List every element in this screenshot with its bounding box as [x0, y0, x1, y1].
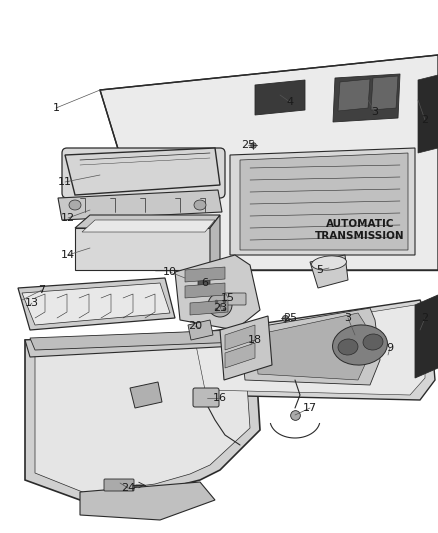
Text: 4: 4 [286, 97, 293, 107]
Polygon shape [75, 215, 220, 228]
Polygon shape [25, 330, 260, 500]
Polygon shape [35, 335, 250, 493]
Polygon shape [333, 74, 400, 122]
Polygon shape [310, 255, 348, 288]
Polygon shape [220, 316, 272, 380]
FancyBboxPatch shape [104, 479, 134, 491]
Polygon shape [198, 276, 210, 292]
Polygon shape [230, 148, 415, 255]
Text: 5: 5 [317, 265, 324, 275]
Text: 1: 1 [53, 103, 60, 113]
Polygon shape [190, 300, 228, 315]
Circle shape [208, 293, 232, 317]
Polygon shape [371, 76, 398, 110]
Text: 2: 2 [421, 115, 428, 125]
Text: 6: 6 [201, 278, 208, 288]
Text: 10: 10 [163, 267, 177, 277]
Text: 2: 2 [421, 313, 428, 323]
Text: 17: 17 [303, 403, 317, 413]
Ellipse shape [194, 200, 206, 210]
Text: 18: 18 [248, 335, 262, 345]
Text: 25: 25 [283, 313, 297, 323]
Polygon shape [255, 313, 368, 380]
Polygon shape [255, 80, 305, 115]
Polygon shape [58, 190, 222, 220]
Polygon shape [25, 330, 255, 357]
Polygon shape [75, 228, 210, 270]
Polygon shape [240, 308, 380, 385]
Polygon shape [225, 343, 255, 368]
Text: 13: 13 [25, 298, 39, 308]
Text: 3: 3 [345, 313, 352, 323]
Polygon shape [338, 79, 370, 111]
Polygon shape [418, 75, 438, 153]
Text: 16: 16 [213, 393, 227, 403]
Text: 3: 3 [371, 107, 378, 117]
Text: 7: 7 [39, 285, 46, 295]
Ellipse shape [338, 339, 358, 355]
Polygon shape [415, 295, 438, 378]
Polygon shape [80, 482, 215, 520]
Text: 12: 12 [61, 213, 75, 223]
Polygon shape [175, 255, 260, 330]
Polygon shape [30, 330, 240, 350]
Ellipse shape [69, 200, 81, 210]
Polygon shape [18, 278, 175, 330]
Polygon shape [185, 283, 225, 298]
Text: 20: 20 [188, 321, 202, 331]
FancyBboxPatch shape [62, 148, 225, 198]
Text: 15: 15 [221, 293, 235, 303]
Text: 9: 9 [386, 343, 394, 353]
Text: 25: 25 [241, 140, 255, 150]
Polygon shape [82, 220, 215, 232]
Polygon shape [22, 283, 170, 325]
Polygon shape [185, 267, 225, 282]
Ellipse shape [311, 256, 346, 270]
FancyBboxPatch shape [193, 388, 219, 407]
Text: AUTOMATIC
TRANSMISSION: AUTOMATIC TRANSMISSION [315, 219, 405, 241]
Ellipse shape [332, 325, 388, 365]
Polygon shape [188, 320, 213, 340]
Ellipse shape [363, 334, 383, 350]
Text: 11: 11 [58, 177, 72, 187]
FancyBboxPatch shape [224, 293, 246, 305]
Polygon shape [240, 153, 408, 250]
Polygon shape [65, 148, 220, 195]
Polygon shape [100, 55, 438, 270]
Polygon shape [195, 305, 425, 395]
Polygon shape [225, 325, 255, 350]
Polygon shape [185, 300, 435, 400]
Polygon shape [210, 215, 220, 270]
Polygon shape [130, 382, 162, 408]
Text: 14: 14 [61, 250, 75, 260]
Text: 24: 24 [121, 483, 135, 493]
Text: 23: 23 [213, 303, 227, 313]
